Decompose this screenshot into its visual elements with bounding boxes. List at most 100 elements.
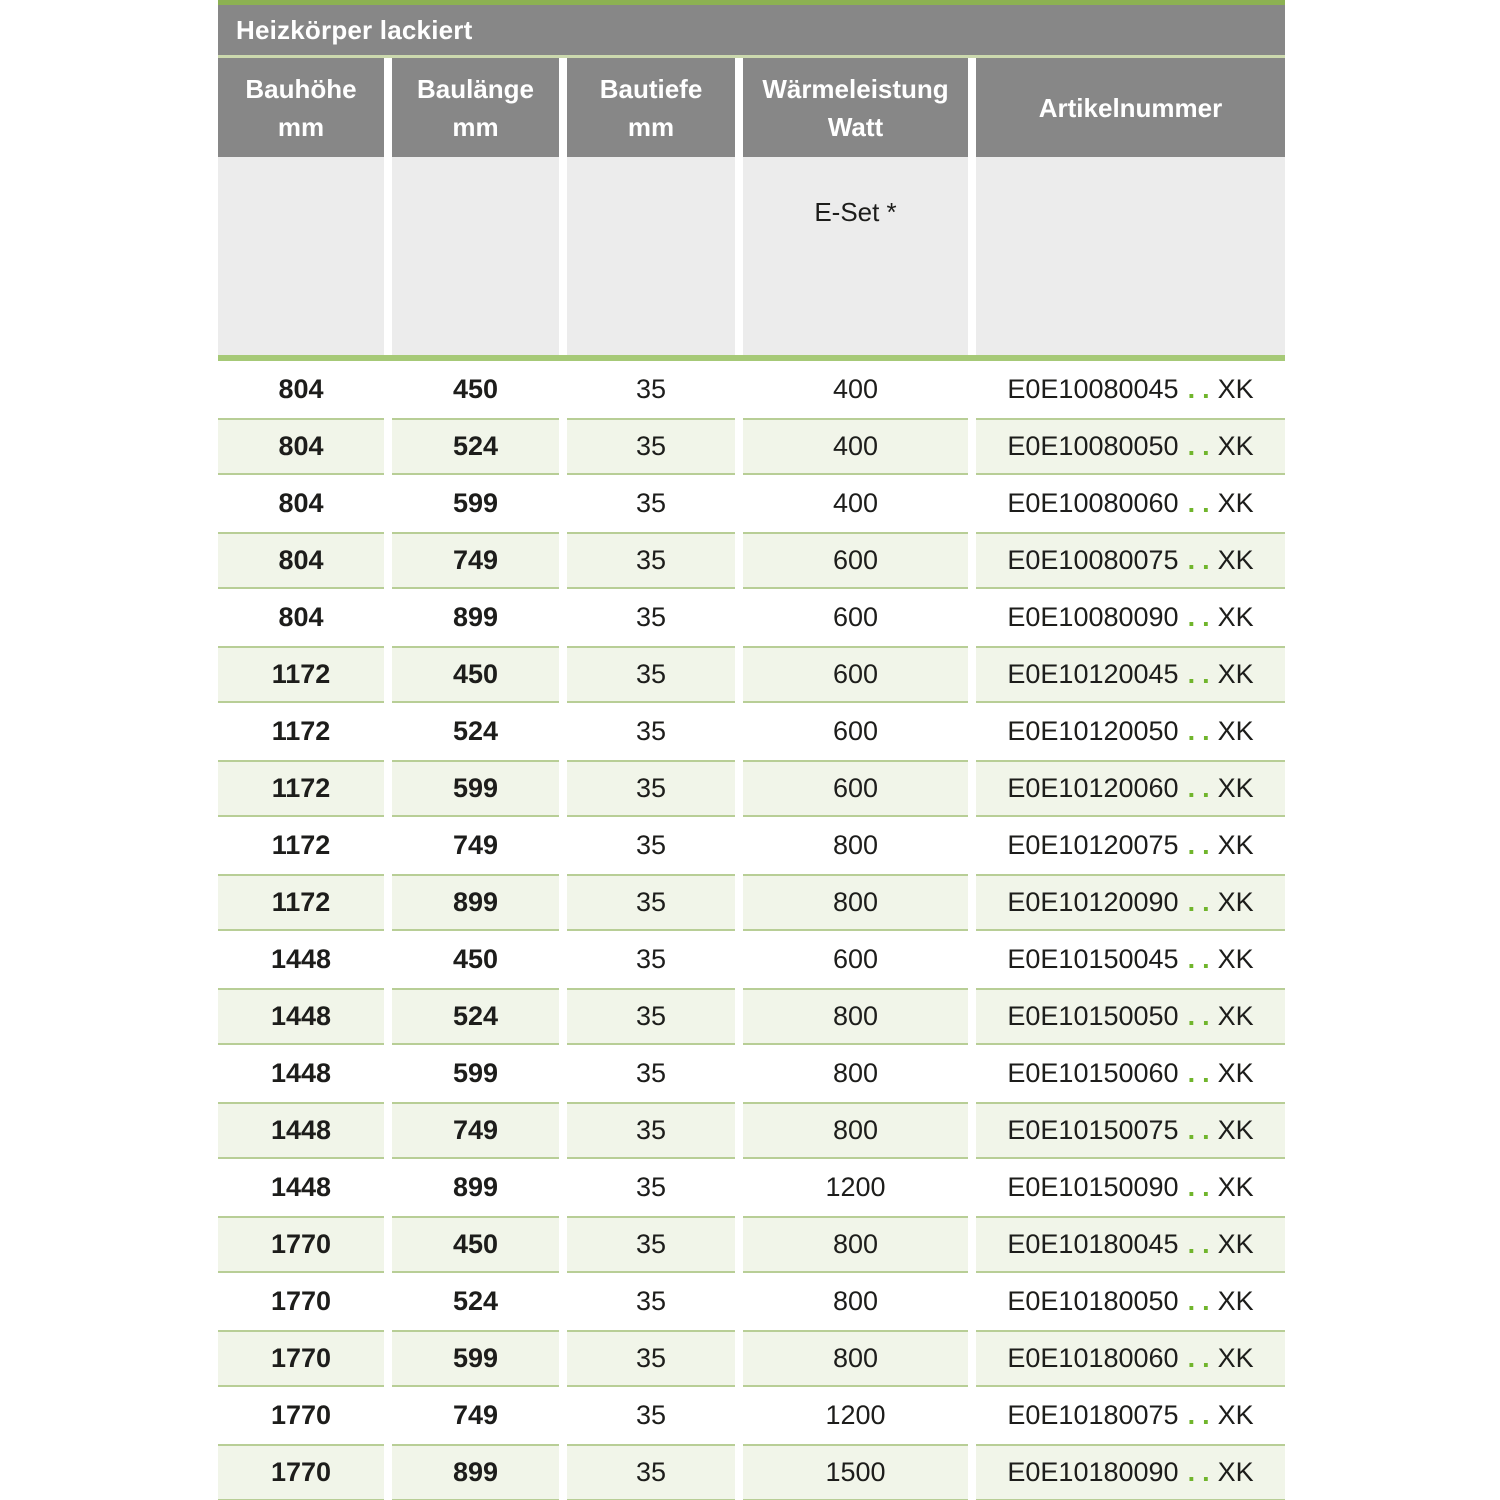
cell-artikelnummer: E0E10080050 .. XK	[976, 418, 1285, 475]
cell-baulaenge: 524	[392, 418, 559, 475]
artikel-dots: ..	[1187, 1400, 1217, 1430]
subheader-cell-baulaenge	[392, 157, 559, 355]
artikel-suffix: XK	[1217, 545, 1254, 575]
cell-bauhoehe: 804	[278, 602, 324, 632]
artikel-prefix: E0E10120050	[1007, 716, 1179, 746]
artikel-suffix: XK	[1217, 1457, 1254, 1487]
artikel-dots: ..	[1187, 1058, 1217, 1088]
cell-artikelnummer: E0E10120060 .. XK	[976, 760, 1285, 817]
artikel-prefix: E0E10080090	[1007, 602, 1179, 632]
artikel-dots: ..	[1187, 830, 1217, 860]
table-row: 1448 450 35 600 E0E10150045 .. XK	[218, 931, 1285, 988]
cell-bauhoehe: 1770	[218, 1216, 384, 1273]
artikel-suffix: XK	[1217, 1001, 1254, 1031]
cell-baulaenge: 749	[452, 830, 499, 860]
cell-watt: 800	[743, 988, 968, 1045]
artikel-prefix: E0E10080050	[1007, 431, 1179, 461]
artikel-prefix: E0E10080045	[1007, 374, 1179, 404]
header-cell-baulaenge: Baulänge mm	[392, 58, 559, 157]
artikel-prefix: E0E10180090	[1007, 1457, 1179, 1487]
artikel-prefix: E0E10180075	[1007, 1400, 1179, 1430]
cell-baulaenge: 899	[392, 874, 559, 931]
cell-artikelnummer: E0E10120075 .. XK	[976, 817, 1285, 874]
cell-bautiefe: 35	[635, 602, 667, 632]
artikel-suffix: XK	[1217, 716, 1254, 746]
cell-bauhoehe: 1770	[270, 1286, 332, 1316]
cell-baulaenge: 599	[452, 1058, 499, 1088]
cell-bautiefe: 35	[567, 760, 735, 817]
cell-watt: 1200	[825, 1172, 886, 1202]
subheader-cell-bautiefe	[567, 157, 735, 355]
cell-artikelnummer: E0E10180075 .. XK	[976, 1387, 1285, 1444]
cell-watt: 800	[832, 1058, 879, 1088]
artikel-prefix: E0E10120060	[1007, 773, 1179, 803]
cell-baulaenge: 450	[392, 1216, 559, 1273]
cell-watt: 600	[743, 532, 968, 589]
cell-bautiefe: 35	[567, 1330, 735, 1387]
cell-bauhoehe: 1172	[271, 716, 331, 746]
cell-artikelnummer: E0E10120045 .. XK	[976, 646, 1285, 703]
product-table: Heizkörper lackiert Bauhöhe mm Baulänge …	[218, 0, 1285, 1500]
table-title: Heizkörper lackiert	[236, 14, 473, 45]
artikel-dots: ..	[1187, 431, 1217, 461]
cell-bauhoehe: 804	[278, 374, 324, 404]
cell-watt: 800	[743, 874, 968, 931]
cell-watt: 600	[743, 760, 968, 817]
artikel-prefix: E0E10180045	[1007, 1229, 1179, 1259]
table-row: 804 899 35 600 E0E10080090 .. XK	[218, 589, 1285, 646]
cell-artikelnummer: E0E10180060 .. XK	[976, 1330, 1285, 1387]
artikel-dots: ..	[1187, 488, 1217, 518]
header-separator-line	[218, 355, 1285, 361]
artikel-suffix: XK	[1217, 1058, 1254, 1088]
cell-artikelnummer: E0E10150050 .. XK	[976, 988, 1285, 1045]
header-cell-bautiefe: Bautiefe mm	[567, 58, 735, 157]
artikel-prefix: E0E10080060	[1007, 488, 1179, 518]
artikel-suffix: XK	[1217, 1115, 1254, 1145]
cell-artikelnummer: E0E10180090 .. XK	[976, 1444, 1285, 1500]
header-label: Bauhöhe	[245, 73, 357, 104]
cell-bautiefe: 35	[635, 1286, 667, 1316]
cell-bautiefe: 35	[635, 1172, 667, 1202]
cell-bauhoehe: 1172	[271, 830, 331, 860]
cell-watt: 1500	[743, 1444, 968, 1500]
table-row: 1770 599 35 800 E0E10180060 .. XK	[218, 1330, 1285, 1387]
eset-label: E-Set *	[814, 197, 897, 227]
subheader-row: E-Set *	[218, 157, 1285, 355]
artikel-dots: ..	[1187, 659, 1217, 689]
artikel-dots: ..	[1187, 545, 1217, 575]
artikel-prefix: E0E10120090	[1007, 887, 1179, 917]
cell-baulaenge: 524	[452, 1286, 499, 1316]
cell-bautiefe: 35	[635, 1400, 667, 1430]
cell-baulaenge: 749	[452, 1400, 499, 1430]
cell-artikelnummer: E0E10150060 .. XK	[976, 1045, 1285, 1102]
cell-bauhoehe: 804	[218, 418, 384, 475]
header-unit: mm	[452, 111, 499, 142]
cell-artikelnummer: E0E10150090 .. XK	[976, 1159, 1285, 1216]
cell-baulaenge: 450	[452, 374, 499, 404]
cell-baulaenge: 749	[392, 1102, 559, 1159]
subheader-cell-eset: E-Set *	[743, 157, 968, 355]
artikel-dots: ..	[1187, 1343, 1217, 1373]
table-row: 1172 899 35 800 E0E10120090 .. XK	[218, 874, 1285, 931]
cell-artikelnummer: E0E10150045 .. XK	[976, 931, 1285, 988]
artikel-dots: ..	[1187, 1172, 1217, 1202]
table-row: 804 450 35 400 E0E10080045 .. XK	[218, 361, 1285, 418]
artikel-dots: ..	[1187, 1115, 1217, 1145]
cell-bauhoehe: 1770	[270, 1400, 332, 1430]
cell-bauhoehe: 804	[278, 488, 324, 518]
table-row: 804 524 35 400 E0E10080050 .. XK	[218, 418, 1285, 475]
artikel-suffix: XK	[1217, 431, 1254, 461]
cell-baulaenge: 450	[392, 646, 559, 703]
cell-watt: 600	[832, 944, 879, 974]
cell-artikelnummer: E0E10080045 .. XK	[976, 361, 1285, 418]
cell-bauhoehe: 1448	[270, 944, 332, 974]
cell-bautiefe: 35	[635, 830, 667, 860]
artikel-prefix: E0E10150075	[1007, 1115, 1179, 1145]
cell-baulaenge: 899	[452, 1172, 499, 1202]
cell-bautiefe: 35	[635, 374, 667, 404]
cell-watt: 400	[743, 418, 968, 475]
artikel-dots: ..	[1187, 773, 1217, 803]
cell-bauhoehe: 1172	[218, 646, 384, 703]
title-divider-line	[218, 55, 1285, 58]
